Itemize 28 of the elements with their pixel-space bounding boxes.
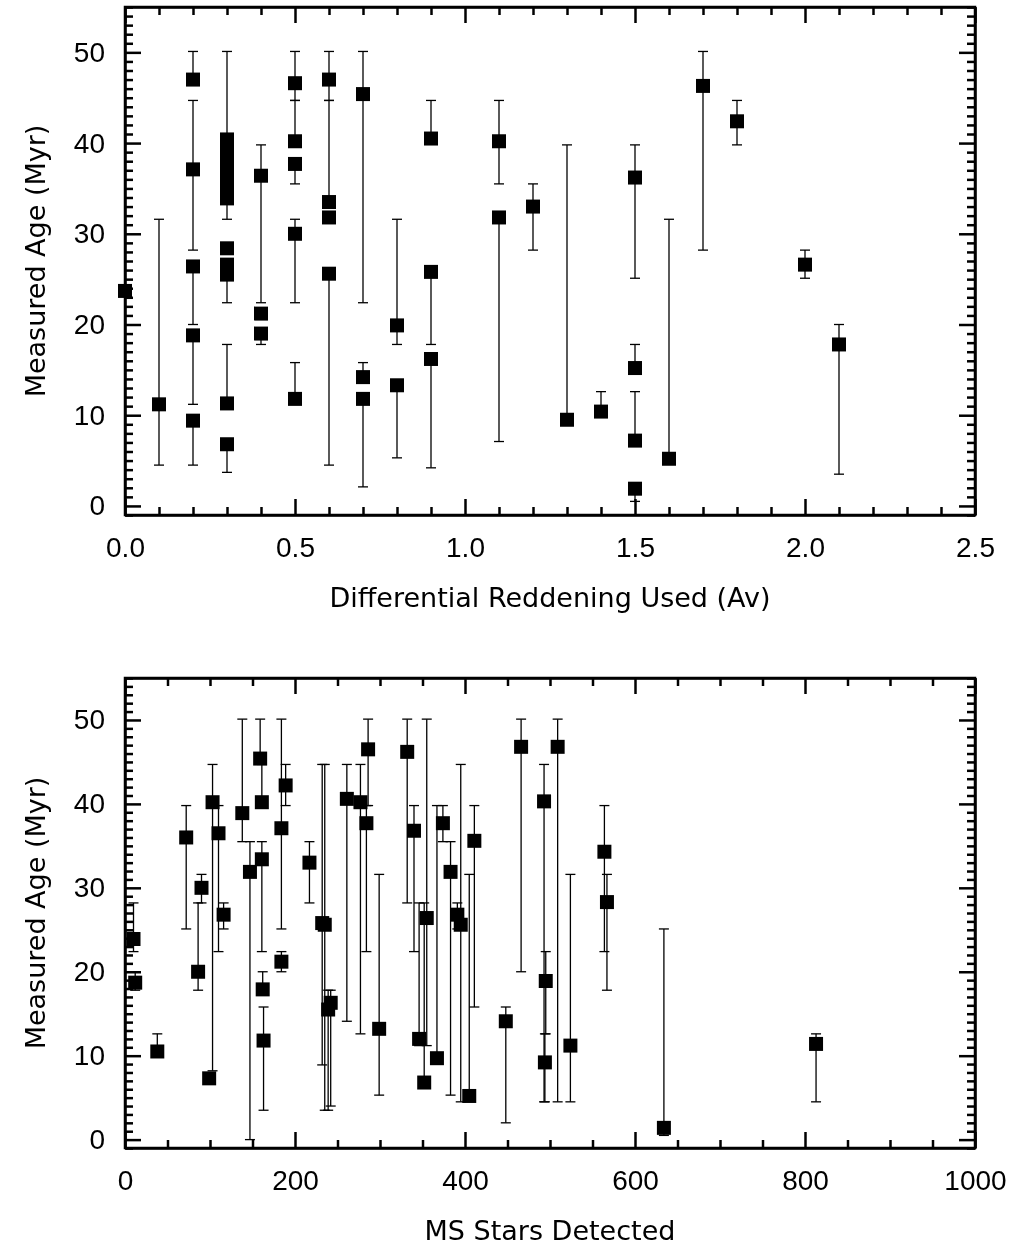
x-tick-label: 1.0 <box>446 531 485 563</box>
y-tick-label: 30 <box>73 218 105 250</box>
x-tick-label: 400 <box>442 1164 489 1196</box>
x-tick-label: 0.5 <box>276 531 315 563</box>
x-tick-label: 1.5 <box>616 531 655 563</box>
x-tick-label: 2.0 <box>786 531 825 563</box>
x-tick-label: 200 <box>272 1164 319 1196</box>
x-tick-label: 600 <box>612 1164 659 1196</box>
x-axis-title: Differential Reddening Used (Av) <box>329 582 771 613</box>
y-tick-label: 40 <box>73 788 105 820</box>
x-tick-label: 0.0 <box>106 531 145 563</box>
y-tick-label: 20 <box>73 308 105 340</box>
y-axis-title: Measured Age (Myr) <box>20 124 51 398</box>
x-tick-label: 1000 <box>944 1164 1007 1196</box>
y-tick-label: 30 <box>73 872 105 904</box>
y-tick-label: 50 <box>73 704 105 736</box>
y-axis-title: Measured Age (Myr) <box>20 776 51 1050</box>
x-tick-label: 2.5 <box>956 531 995 563</box>
y-tick-label: 50 <box>73 36 105 68</box>
y-tick-label: 40 <box>73 127 105 159</box>
x-axis-title: MS Stars Detected <box>424 1215 676 1246</box>
y-tick-label: 0 <box>89 1124 105 1156</box>
y-tick-label: 0 <box>89 490 105 522</box>
x-tick-label: 0 <box>117 1164 134 1196</box>
x-tick-label: 800 <box>782 1164 829 1196</box>
y-tick-label: 20 <box>73 956 105 988</box>
y-tick-label: 10 <box>73 399 105 431</box>
y-tick-label: 10 <box>73 1040 105 1072</box>
